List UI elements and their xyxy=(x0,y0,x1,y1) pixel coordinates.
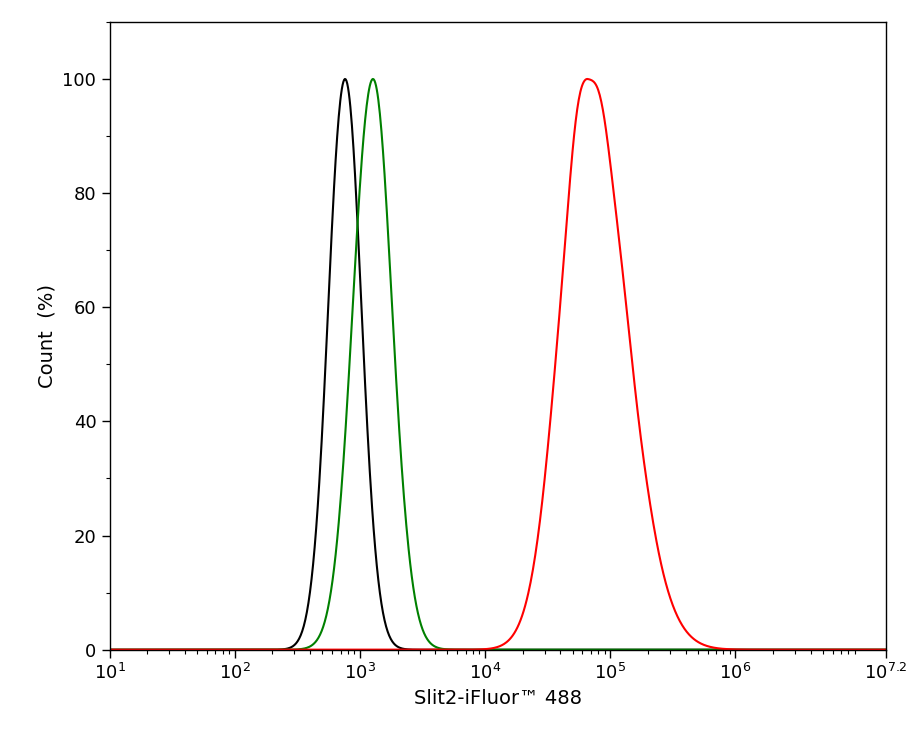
X-axis label: Slit2-iFluor™ 488: Slit2-iFluor™ 488 xyxy=(414,688,582,707)
Y-axis label: Count  (%): Count (%) xyxy=(38,284,57,388)
